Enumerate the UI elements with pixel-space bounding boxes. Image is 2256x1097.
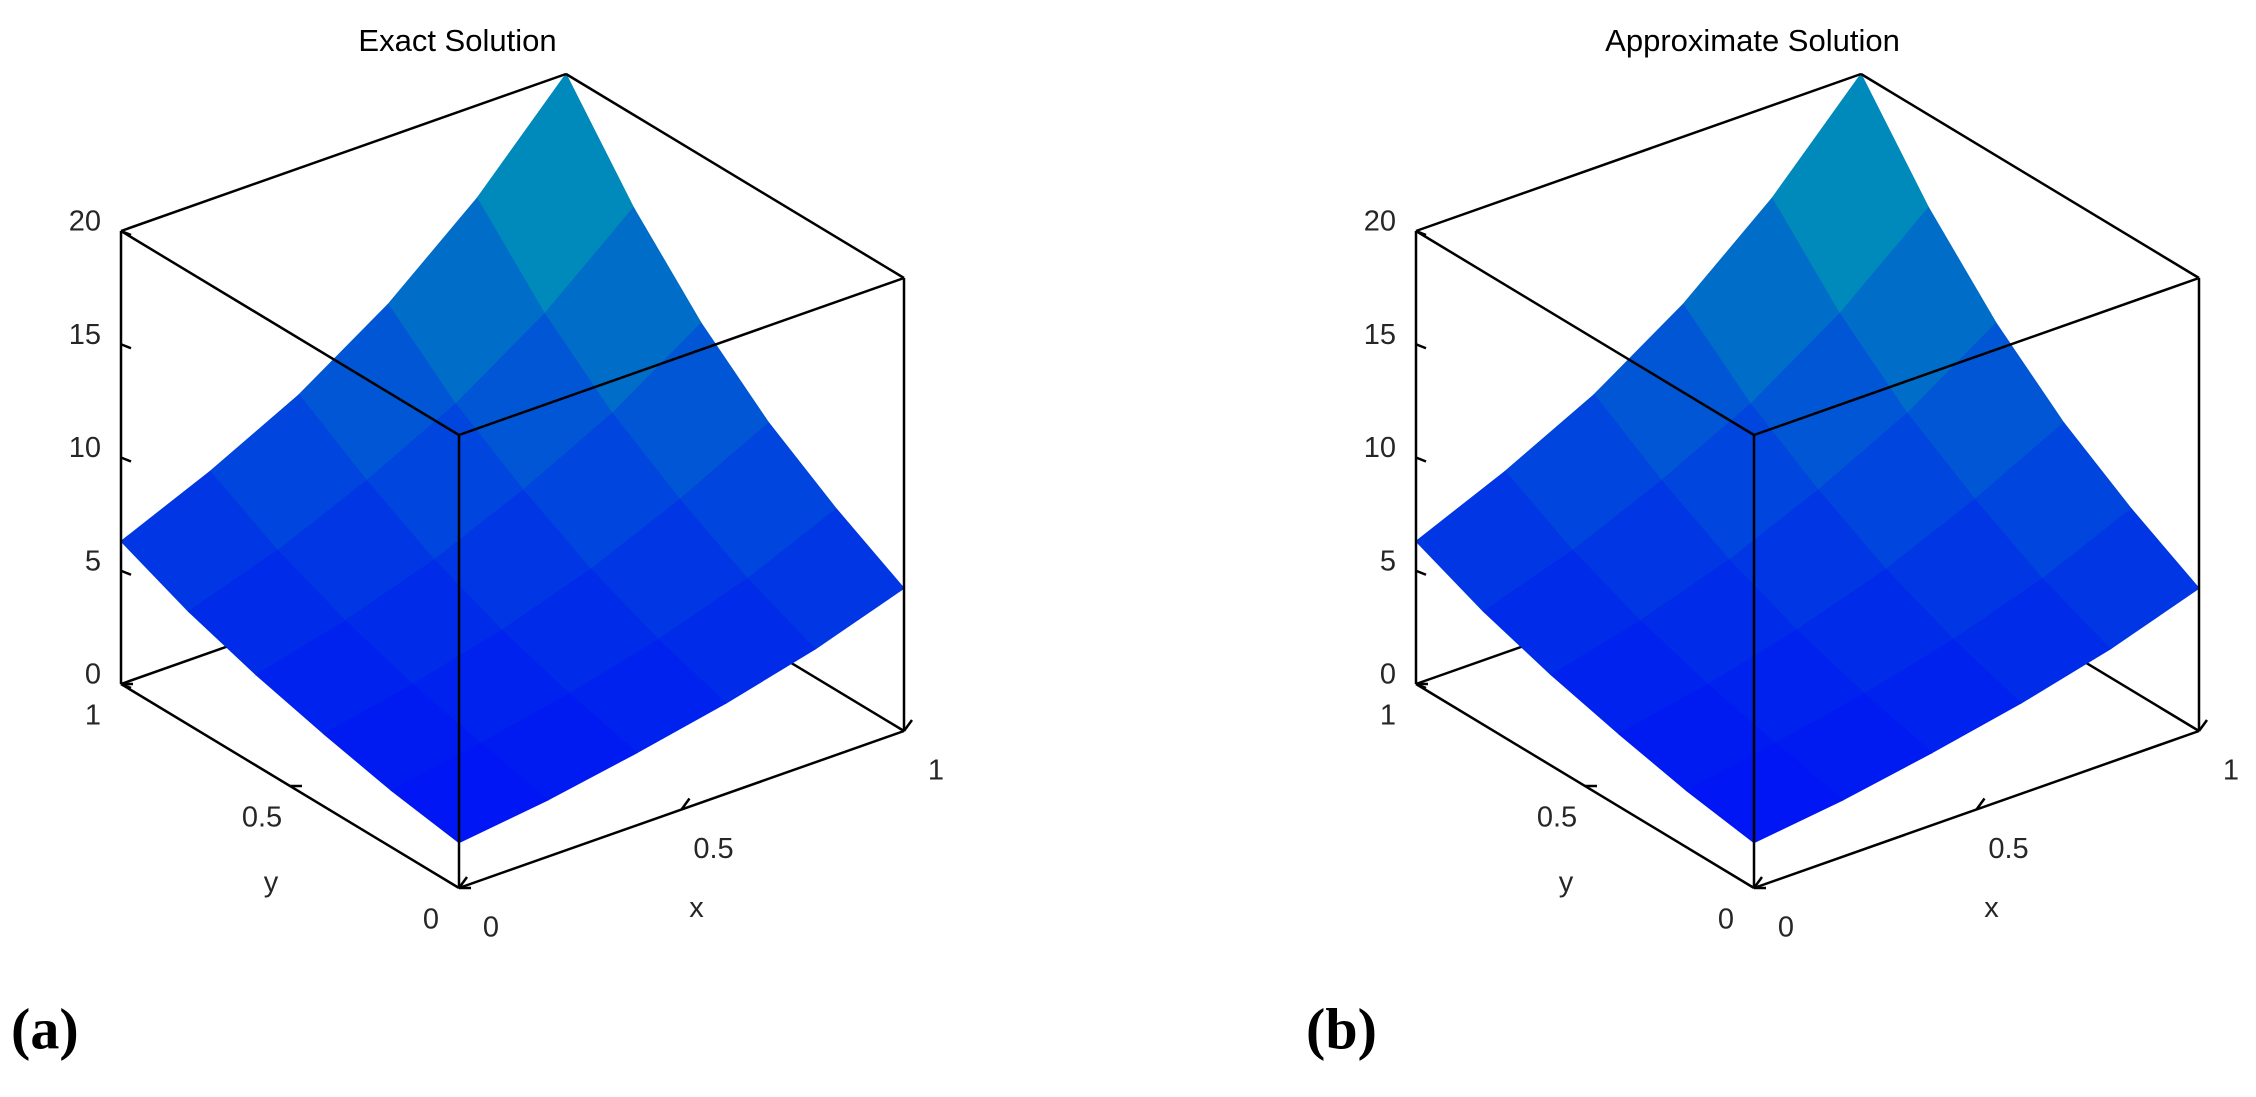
x-tick [2197,719,2209,732]
surface-patch [390,742,549,844]
axis-box-edge [458,276,905,437]
z-tick-label: 20 [69,206,101,238]
z-tick-label: 5 [1380,545,1396,577]
z-tick [1415,569,1427,576]
axis-box-edge [1415,229,1755,437]
panel-label: (a) [11,996,79,1061]
y-tick-label: 1 [85,700,101,732]
x-tick [457,876,469,889]
y-tick-label: 0 [423,904,439,936]
z-tick [120,343,132,350]
x-tick-label: 0 [1778,912,1794,944]
z-tick [1415,456,1427,463]
z-tick-label: 15 [1364,319,1396,351]
x-tick [902,719,914,732]
x-tick-label: 1 [928,755,944,787]
y-tick-label: 1 [1380,700,1396,732]
x-tick-label: 0.5 [1988,833,2028,865]
axis-box-edge [1415,72,1862,233]
x-axis-label: x [1984,892,1999,924]
z-tick [1415,229,1427,237]
axis-box-edge [1860,72,2200,280]
z-tick-label: 20 [1364,206,1396,238]
z-tick [120,456,132,463]
x-tick [1975,797,1986,811]
y-tick-label: 0.5 [242,802,282,834]
axis-box-edge [565,72,905,280]
z-tick [1415,343,1427,350]
panel-label: (b) [1306,996,1377,1061]
z-tick-label: 0 [85,659,101,691]
axis-box-edge [120,229,460,437]
x-tick [1752,876,1764,889]
z-tick-label: 10 [69,432,101,464]
z-tick [120,229,132,237]
z-tick [120,569,132,576]
x-axis-label: x [689,892,704,924]
y-tick-label: 0 [1718,904,1734,936]
z-tick-label: 10 [1364,432,1396,464]
chart-title: Approximate Solution [1605,23,1900,58]
y-axis-label: y [1559,867,1574,899]
x-tick [680,797,691,811]
z-tick-label: 15 [69,319,101,351]
x-tick-label: 1 [2223,755,2239,787]
z-tick-label: 5 [85,545,101,577]
z-tick-label: 0 [1380,659,1396,691]
y-axis-label: y [264,867,279,899]
x-tick-label: 0 [483,912,499,944]
axis-box-edge [120,72,567,233]
surface-patch [1685,742,1844,844]
y-tick-label: 0.5 [1537,802,1577,834]
chart-title: Exact Solution [358,23,556,58]
x-tick-label: 0.5 [693,833,733,865]
axis-box-edge [1753,276,2200,437]
